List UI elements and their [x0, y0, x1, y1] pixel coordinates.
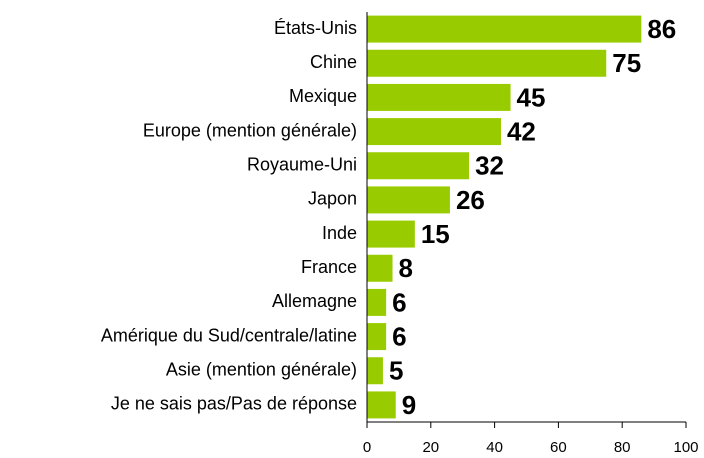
value-label: 15 — [421, 219, 450, 249]
bar — [367, 15, 642, 43]
value-label: 8 — [399, 253, 413, 283]
category-label: Amérique du Sud/centrale/latine — [101, 325, 357, 345]
bar — [367, 323, 387, 351]
value-label: 32 — [475, 151, 504, 181]
bar — [367, 49, 607, 77]
bar — [367, 186, 450, 214]
x-tick-label: 100 — [673, 439, 698, 456]
bar — [367, 152, 470, 180]
category-label: France — [301, 257, 357, 277]
value-label: 6 — [392, 287, 406, 317]
value-label: 86 — [647, 14, 676, 44]
category-label: États-Unis — [274, 18, 357, 38]
value-label: 42 — [507, 116, 536, 146]
value-label: 9 — [402, 390, 416, 420]
category-label: Je ne sais pas/Pas de réponse — [111, 394, 357, 414]
value-label: 45 — [517, 82, 546, 112]
category-label: Europe (mention générale) — [143, 120, 357, 140]
bar — [367, 357, 383, 385]
bar — [367, 254, 393, 282]
value-label: 26 — [456, 185, 485, 215]
category-label: Japon — [308, 189, 357, 209]
bar — [367, 391, 396, 419]
x-tick-label: 80 — [614, 439, 631, 456]
x-tick-label: 20 — [422, 439, 439, 456]
category-label: Mexique — [289, 86, 357, 106]
category-label: Royaume-Uni — [247, 155, 357, 175]
category-label: Asie (mention générale) — [166, 360, 357, 380]
category-label: Inde — [322, 223, 357, 243]
x-tick-label: 40 — [486, 439, 503, 456]
x-tick-label: 60 — [550, 439, 567, 456]
category-label: Chine — [310, 52, 357, 72]
bar — [367, 288, 387, 316]
value-label: 75 — [612, 48, 641, 78]
value-label: 6 — [392, 321, 406, 351]
bar — [367, 220, 415, 248]
x-tick-label: 0 — [363, 439, 371, 456]
bar — [367, 118, 501, 146]
value-label: 5 — [389, 356, 403, 386]
category-label: Allemagne — [272, 291, 357, 311]
bar — [367, 83, 511, 111]
